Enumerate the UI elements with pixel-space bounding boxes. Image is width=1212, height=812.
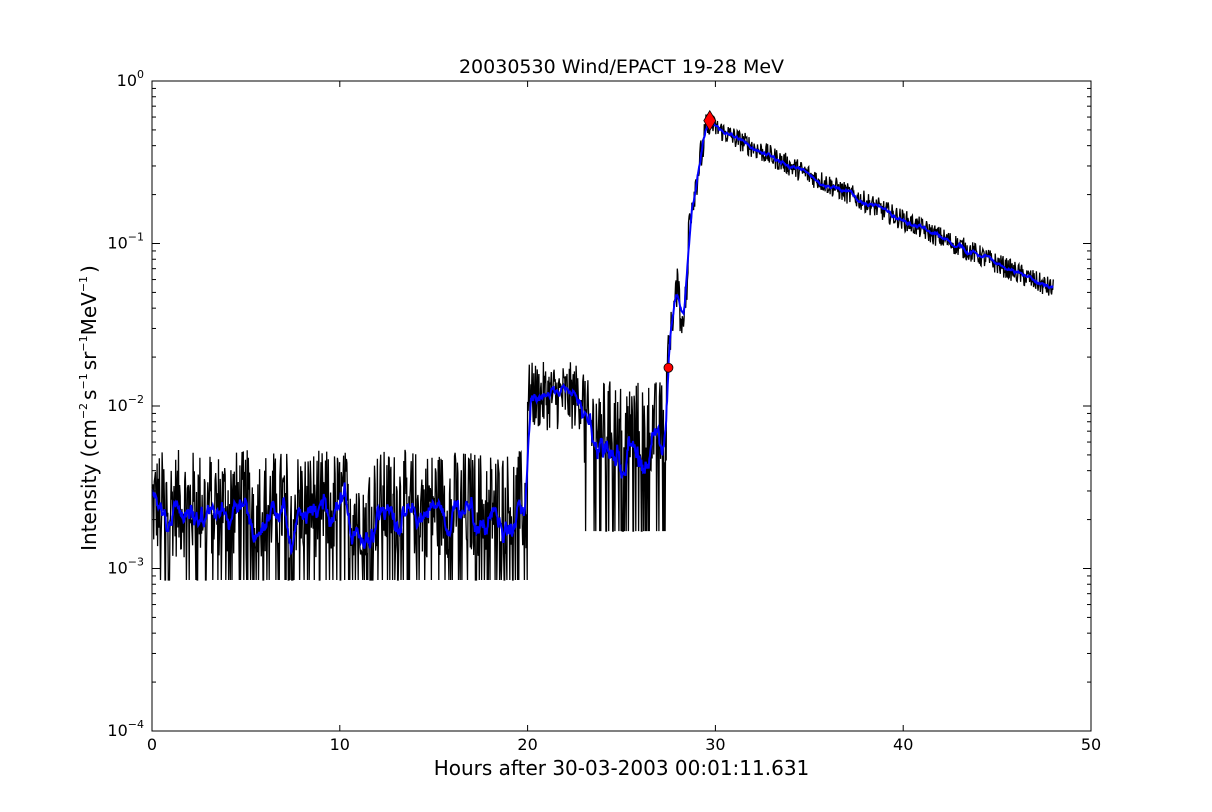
y-tick-label-base: 10 bbox=[107, 559, 127, 578]
y-tick-label: 10−4 bbox=[107, 718, 144, 740]
y-axis-label-exp2: −1 bbox=[77, 373, 90, 389]
y-tick-label-exp: 0 bbox=[137, 68, 144, 81]
chart-title: 20030530 Wind/EPACT 19-28 MeV bbox=[459, 56, 784, 78]
y-tick-label-base: 10 bbox=[107, 721, 127, 740]
y-axis-label-prefix: Intensity (cm bbox=[77, 419, 101, 551]
smoothed-intensity-line bbox=[151, 121, 1054, 556]
y-axis-label-exp3: −1 bbox=[77, 335, 90, 351]
y-tick-label-exp: −4 bbox=[128, 718, 144, 731]
y-tick-label: 100 bbox=[117, 68, 144, 90]
y-axis-label-sr: sr bbox=[77, 351, 101, 370]
y-tick-label-exp: −1 bbox=[128, 231, 144, 244]
y-tick-label: 10−3 bbox=[107, 556, 144, 578]
x-axis-label: Hours after 30-03-2003 00:01:11.631 bbox=[434, 756, 810, 780]
y-tick-label-base: 10 bbox=[107, 234, 127, 253]
x-tick-label: 50 bbox=[1081, 735, 1101, 754]
y-tick-label-exp: −3 bbox=[128, 556, 144, 569]
y-axis-label-suffix: ) bbox=[77, 265, 101, 273]
raw-intensity-line bbox=[151, 113, 1054, 581]
y-tick-label-base: 10 bbox=[117, 71, 137, 90]
peak-marker bbox=[703, 109, 717, 132]
x-tick-label: 30 bbox=[705, 735, 725, 754]
onset-marker bbox=[663, 362, 674, 373]
y-axis-label-mev: MeV bbox=[77, 292, 101, 336]
y-axis-label-exp1: −2 bbox=[77, 403, 90, 419]
x-tick-label: 20 bbox=[517, 735, 537, 754]
x-tick-label: 0 bbox=[147, 735, 157, 754]
x-tick-label: 10 bbox=[330, 735, 350, 754]
y-tick-label: 10−1 bbox=[107, 231, 144, 253]
x-tick-label: 40 bbox=[893, 735, 913, 754]
y-axis-label-exp4: −1 bbox=[77, 276, 90, 292]
axes-frame bbox=[151, 80, 1092, 732]
y-axis-label: Intensity (cm−2s−1sr−1MeV−1) bbox=[77, 265, 101, 551]
y-tick-label-exp: −2 bbox=[128, 393, 144, 406]
axis-ticks bbox=[151, 80, 1092, 732]
y-axis-label-s: s bbox=[77, 390, 101, 400]
plot-area bbox=[151, 109, 1054, 581]
y-tick-label: 10−2 bbox=[107, 393, 144, 415]
y-tick-label-base: 10 bbox=[107, 396, 127, 415]
